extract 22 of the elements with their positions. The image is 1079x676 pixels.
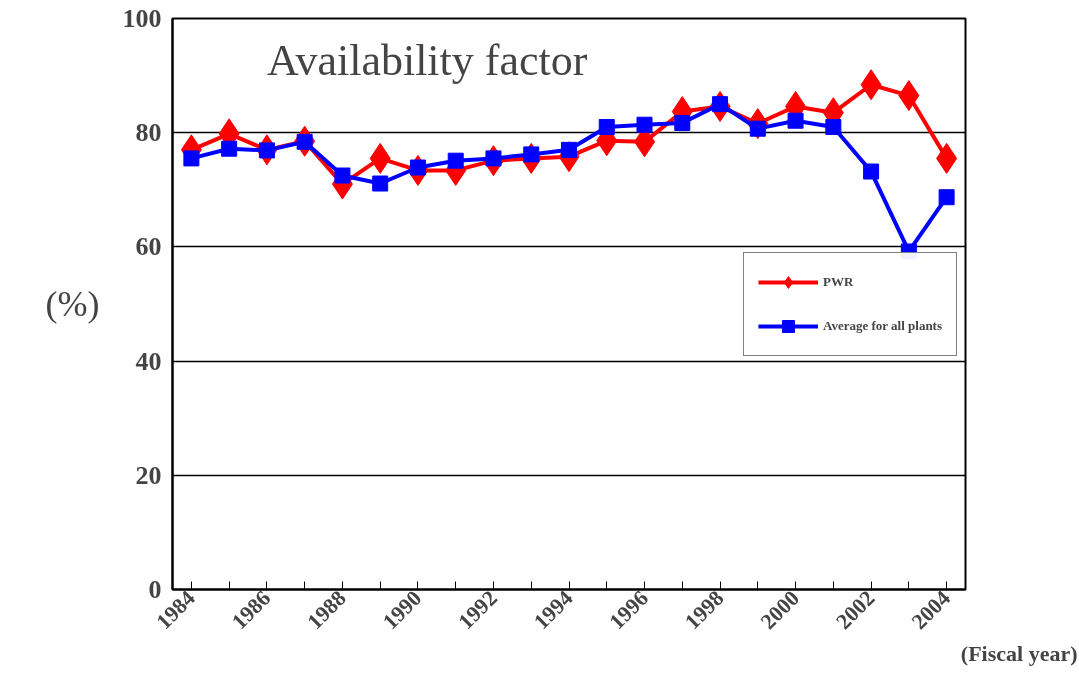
point	[372, 175, 389, 192]
point	[334, 167, 351, 184]
point	[825, 118, 842, 135]
y-tick-label: 20	[135, 460, 162, 490]
point	[636, 116, 653, 133]
legend-label: Average for all plants	[822, 317, 942, 334]
point	[598, 118, 615, 135]
point	[863, 163, 880, 180]
point	[447, 152, 464, 169]
point	[221, 140, 238, 157]
point	[183, 150, 200, 167]
y-tick-label: 100	[122, 4, 162, 33]
legend-label: PWR	[822, 273, 854, 290]
x-axis-title: (Fiscal year)	[960, 640, 1078, 666]
point	[938, 189, 955, 206]
point	[787, 112, 804, 129]
y-tick-label: 60	[135, 232, 162, 262]
y-tick-label: 80	[135, 118, 162, 148]
point	[674, 114, 691, 131]
y-axis-title: (%)	[45, 284, 100, 324]
y-tick-label: 40	[135, 346, 162, 376]
chart-title: Availability factor	[266, 35, 588, 85]
